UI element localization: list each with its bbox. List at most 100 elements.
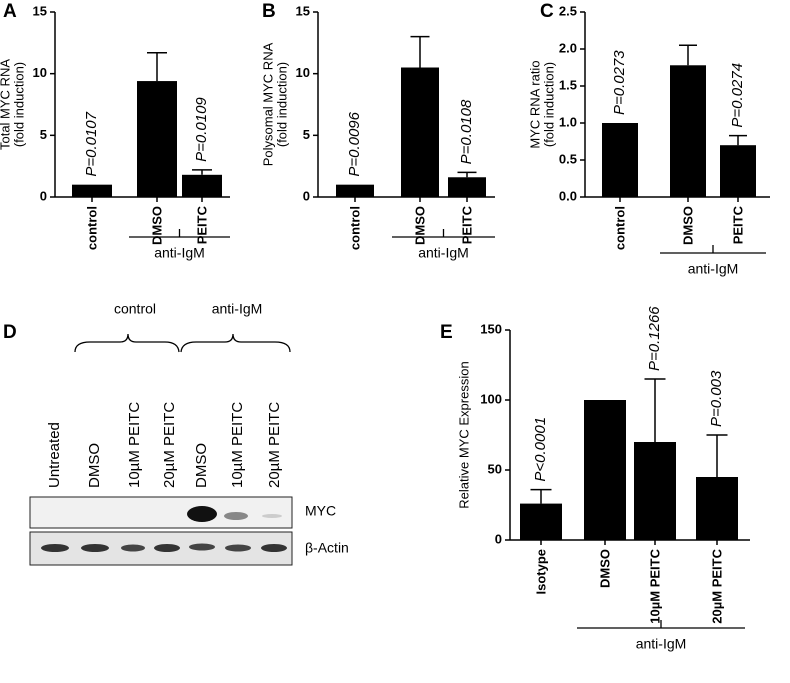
panel-label: A xyxy=(3,1,17,22)
x-tick-label: Isotype xyxy=(533,549,548,595)
x-tick-label: control xyxy=(612,206,627,250)
y-tick-label: 100 xyxy=(480,391,502,406)
lane-label: 20µM PEITC xyxy=(266,402,283,488)
lane-label: 10µM PEITC xyxy=(126,402,143,488)
lane-label: Untreated xyxy=(46,422,63,488)
group-label: control xyxy=(114,301,156,317)
group-label: anti-IgM xyxy=(212,301,263,317)
blot-strip xyxy=(29,496,293,529)
p-value: P=0.003 xyxy=(708,370,725,427)
bar xyxy=(336,184,374,197)
band xyxy=(154,544,180,552)
y-axis-label: (fold induction) xyxy=(274,62,289,147)
y-axis-label: (fold induction) xyxy=(541,62,556,147)
bar xyxy=(72,184,112,197)
chart-panel: E 0 50 100 150 Relative MYC Expression Isotype… xyxy=(440,306,750,652)
y-tick-label: 0.5 xyxy=(559,151,577,166)
lane-label: DMSO xyxy=(86,443,103,488)
chart-panel: C 0.0 0.5 1.0 1.5 2.0 2.5 MYC RNA ratio (fold in… xyxy=(527,1,770,277)
p-value: P=0.0108 xyxy=(458,99,475,164)
band xyxy=(187,506,217,522)
y-tick-label: 1.5 xyxy=(559,77,577,92)
band xyxy=(224,512,248,520)
y-axis-label: (fold induction) xyxy=(11,62,26,147)
panel-label: B xyxy=(262,1,276,22)
bar xyxy=(182,174,222,197)
lane-labels: Untreated DMSO 10µM PEITC 20µM PEITC DMSO 10µ… xyxy=(46,402,283,488)
x-tick-label: DMSO xyxy=(412,206,427,245)
x-tick-label: PEITC xyxy=(194,205,209,244)
x-tick-label: PEITC xyxy=(730,205,745,244)
bar xyxy=(670,65,706,197)
p-value: P<0.0001 xyxy=(532,417,549,482)
error-bar xyxy=(410,35,430,68)
error-bar xyxy=(530,488,552,504)
lane-label: DMSO xyxy=(193,443,210,488)
y-tick-label: 5 xyxy=(303,127,310,142)
group-label: anti-IgM xyxy=(636,636,687,652)
p-value: P=0.0109 xyxy=(193,97,210,162)
panel-label: D xyxy=(3,322,17,343)
band xyxy=(81,544,109,552)
group-bracket xyxy=(660,245,766,254)
blot-panel: D control anti-IgM Untreated DMSO 10µM PEI… xyxy=(3,301,349,566)
y-tick-label: 15 xyxy=(33,3,47,18)
bar xyxy=(448,177,486,197)
x-tick-label: 20µM PEITC xyxy=(709,548,724,623)
brace xyxy=(180,333,291,353)
lane-label: 10µM PEITC xyxy=(229,402,246,488)
group-label: anti-IgM xyxy=(688,261,739,277)
error-bar xyxy=(644,378,666,442)
group-label: anti-IgM xyxy=(154,245,205,261)
bar xyxy=(720,145,756,197)
y-tick-label: 1.0 xyxy=(559,114,577,129)
y-axis-label: Polysomal MYC RNA xyxy=(260,42,275,166)
row-label: β-Actin xyxy=(305,540,349,556)
group-bracket xyxy=(577,620,745,629)
y-tick-label: 2.5 xyxy=(559,3,577,18)
bar xyxy=(602,123,638,197)
x-tick-label: control xyxy=(347,206,362,250)
bar xyxy=(520,503,562,540)
error-bar xyxy=(192,169,212,175)
lane-label: 20µM PEITC xyxy=(161,402,178,488)
panel-label: E xyxy=(440,322,453,343)
chart-panel: A 0 5 10 15 Total MYC RNA (fold induction) cont… xyxy=(0,1,230,261)
x-tick-label: DMSO xyxy=(149,206,164,245)
y-axis-label: MYC RNA ratio xyxy=(527,60,542,148)
y-tick-label: 10 xyxy=(296,65,310,80)
y-tick-label: 0 xyxy=(303,188,310,203)
group-bracket xyxy=(392,229,495,238)
panel-label: C xyxy=(540,1,554,22)
band xyxy=(225,544,251,552)
band xyxy=(189,543,215,551)
y-tick-label: 2.0 xyxy=(559,40,577,55)
group-bracket xyxy=(129,229,230,238)
brace xyxy=(74,333,180,353)
error-bar xyxy=(729,134,747,146)
row-label: MYC xyxy=(305,503,336,519)
band xyxy=(121,544,145,552)
y-tick-label: 0 xyxy=(40,188,47,203)
y-tick-label: 15 xyxy=(296,3,310,18)
x-tick-label: control xyxy=(84,206,99,250)
x-tick-label: DMSO xyxy=(680,206,695,245)
error-bar xyxy=(679,44,697,66)
p-value: P=0.0107 xyxy=(83,111,100,176)
y-tick-label: 10 xyxy=(33,65,47,80)
y-tick-label: 5 xyxy=(40,127,47,142)
x-tick-label: DMSO xyxy=(597,549,612,588)
band xyxy=(262,514,282,518)
bar xyxy=(401,67,439,197)
error-bar xyxy=(706,434,728,477)
band xyxy=(41,544,69,552)
y-tick-label: 0.0 xyxy=(559,188,577,203)
y-axis-label: Relative MYC Expression xyxy=(456,361,471,508)
y-tick-label: 50 xyxy=(488,461,502,476)
x-tick-label: PEITC xyxy=(459,205,474,244)
p-value: P=0.0096 xyxy=(346,111,363,176)
error-bar xyxy=(147,51,167,82)
bar xyxy=(584,400,626,540)
error-bar xyxy=(457,171,477,178)
